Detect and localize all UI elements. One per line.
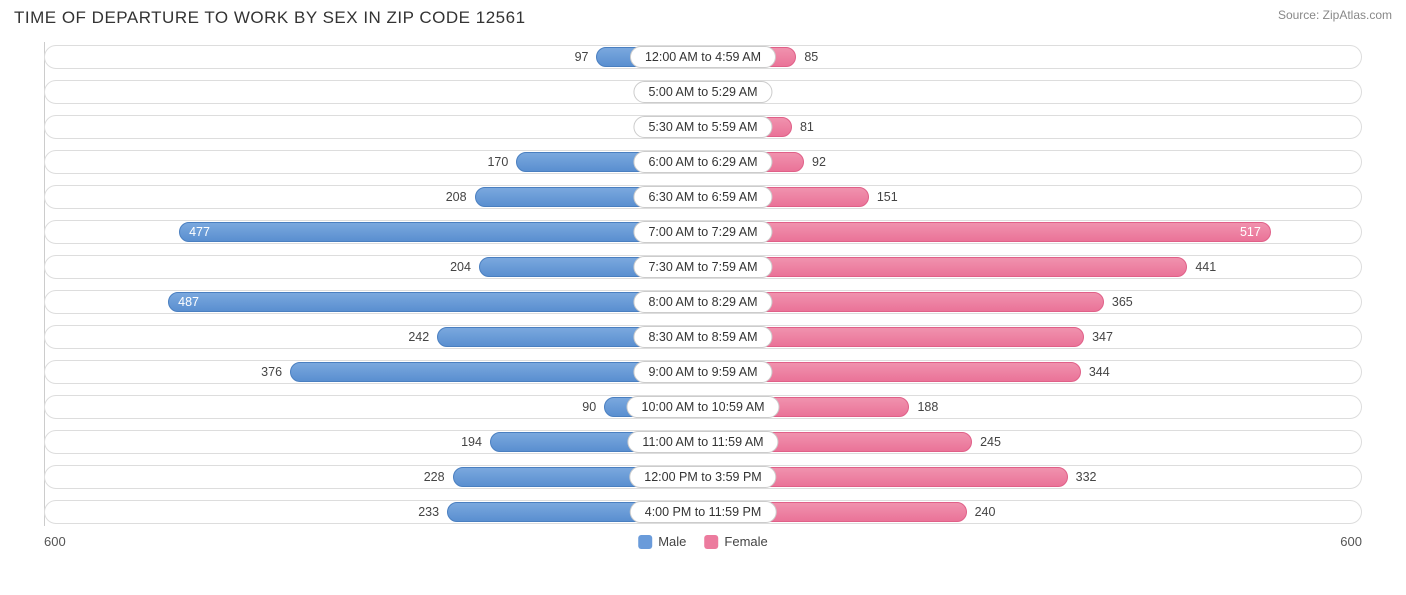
category-label: 5:00 AM to 5:29 AM — [633, 81, 772, 103]
value-label-female: 365 — [1104, 287, 1164, 317]
chart-row: 194 245 11:00 AM to 11:59 AM — [44, 427, 1362, 457]
value-label-female: 441 — [1187, 252, 1247, 282]
row-right-half: 85 — [703, 42, 1362, 72]
value-label-female: 81 — [792, 112, 852, 142]
chart-row: 170 92 6:00 AM to 6:29 AM — [44, 147, 1362, 177]
row-left-half: 487 — [44, 287, 703, 317]
category-label: 6:30 AM to 6:59 AM — [633, 186, 772, 208]
value-label-female: 92 — [804, 147, 864, 177]
category-label: 12:00 PM to 3:59 PM — [629, 466, 776, 488]
row-left-half: 204 — [44, 252, 703, 282]
chart-source: Source: ZipAtlas.com — [1278, 8, 1392, 22]
value-label-female: 85 — [796, 42, 856, 72]
category-label: 7:30 AM to 7:59 AM — [633, 256, 772, 278]
value-label-male: 477 — [179, 217, 703, 247]
row-left-half: 18 — [44, 77, 703, 107]
value-label-male: 208 — [415, 182, 475, 212]
row-left-half: 97 — [44, 42, 703, 72]
chart-header: TIME OF DEPARTURE TO WORK BY SEX IN ZIP … — [14, 8, 1392, 28]
legend-label-male: Male — [658, 534, 686, 549]
chart-row: 487 365 8:00 AM to 8:29 AM — [44, 287, 1362, 317]
category-label: 7:00 AM to 7:29 AM — [633, 221, 772, 243]
category-label: 4:00 PM to 11:59 PM — [630, 501, 777, 523]
chart-plot-area: 97 85 12:00 AM to 4:59 AM 18145:00 AM to 5:… — [14, 42, 1392, 558]
row-left-half: 233 — [44, 497, 703, 527]
value-label-male: 376 — [230, 357, 290, 387]
legend-swatch-female — [704, 535, 718, 549]
value-label-female: 517 — [703, 217, 1271, 247]
category-label: 5:30 AM to 5:59 AM — [633, 116, 772, 138]
chart-row: 208 151 6:30 AM to 6:59 AM — [44, 182, 1362, 212]
chart-legend: Male Female — [638, 534, 768, 549]
row-right-half: 347 — [703, 322, 1362, 352]
value-label-male: 97 — [536, 42, 596, 72]
category-label: 11:00 AM to 11:59 AM — [627, 431, 778, 453]
row-left-half: 242 — [44, 322, 703, 352]
row-right-half: 151 — [703, 182, 1362, 212]
value-label-male: 194 — [430, 427, 490, 457]
category-label: 9:00 AM to 9:59 AM — [633, 361, 772, 383]
chart-row: 204 441 7:30 AM to 7:59 AM — [44, 252, 1362, 282]
value-label-female: 151 — [869, 182, 929, 212]
value-label-female: 344 — [1081, 357, 1141, 387]
row-left-half: 194 — [44, 427, 703, 457]
legend-swatch-male — [638, 535, 652, 549]
value-label-male: 242 — [377, 322, 437, 352]
row-left-half: 477 — [44, 217, 703, 247]
value-label-male: 170 — [456, 147, 516, 177]
chart-row: 97 85 12:00 AM to 4:59 AM — [44, 42, 1362, 72]
category-label: 12:00 AM to 4:59 AM — [630, 46, 776, 68]
row-right-half: 188 — [703, 392, 1362, 422]
row-right-half: 344 — [703, 357, 1362, 387]
chart-row: 4775177:00 AM to 7:29 AM — [44, 217, 1362, 247]
legend-item-male: Male — [638, 534, 686, 549]
value-label-female: 245 — [972, 427, 1032, 457]
value-label-male: 233 — [387, 497, 447, 527]
legend-label-female: Female — [724, 534, 767, 549]
row-right-half: 245 — [703, 427, 1362, 457]
value-label-female: 240 — [967, 497, 1027, 527]
row-left-half: 170 — [44, 147, 703, 177]
value-label-male: 228 — [393, 462, 453, 492]
row-right-half: 441 — [703, 252, 1362, 282]
legend-item-female: Female — [704, 534, 767, 549]
value-label-female: 332 — [1068, 462, 1128, 492]
chart-row: 376 344 9:00 AM to 9:59 AM — [44, 357, 1362, 387]
value-label-female: 188 — [909, 392, 969, 422]
row-right-half: 517 — [703, 217, 1362, 247]
chart-row: 233 240 4:00 PM to 11:59 PM — [44, 497, 1362, 527]
category-label: 6:00 AM to 6:29 AM — [633, 151, 772, 173]
chart-title: TIME OF DEPARTURE TO WORK BY SEX IN ZIP … — [14, 8, 526, 28]
x-axis: 600 Male Female 600 — [44, 532, 1362, 558]
value-label-female: 347 — [1084, 322, 1144, 352]
value-label-male: 90 — [544, 392, 604, 422]
row-right-half: 365 — [703, 287, 1362, 317]
chart-row: 242 347 8:30 AM to 8:59 AM — [44, 322, 1362, 352]
chart-row: 228 332 12:00 PM to 3:59 PM — [44, 462, 1362, 492]
row-right-half: 81 — [703, 112, 1362, 142]
row-right-half: 240 — [703, 497, 1362, 527]
value-label-male: 204 — [419, 252, 479, 282]
row-left-half: 90 — [44, 392, 703, 422]
chart-row: 90 188 10:00 AM to 10:59 AM — [44, 392, 1362, 422]
category-label: 8:30 AM to 8:59 AM — [633, 326, 772, 348]
bar-female — [703, 257, 1187, 277]
row-left-half: 208 — [44, 182, 703, 212]
category-label: 8:00 AM to 8:29 AM — [633, 291, 772, 313]
x-axis-max-right: 600 — [1340, 534, 1362, 549]
chart-row: 18145:00 AM to 5:29 AM — [44, 77, 1362, 107]
row-right-half: 14 — [703, 77, 1362, 107]
row-right-half: 92 — [703, 147, 1362, 177]
value-label-male: 487 — [168, 287, 703, 317]
chart-row: 33 81 5:30 AM to 5:59 AM — [44, 112, 1362, 142]
category-label: 10:00 AM to 10:59 AM — [627, 396, 780, 418]
row-right-half: 332 — [703, 462, 1362, 492]
row-left-half: 33 — [44, 112, 703, 142]
row-left-half: 376 — [44, 357, 703, 387]
row-left-half: 228 — [44, 462, 703, 492]
x-axis-max-left: 600 — [44, 534, 66, 549]
chart-container: TIME OF DEPARTURE TO WORK BY SEX IN ZIP … — [0, 0, 1406, 595]
